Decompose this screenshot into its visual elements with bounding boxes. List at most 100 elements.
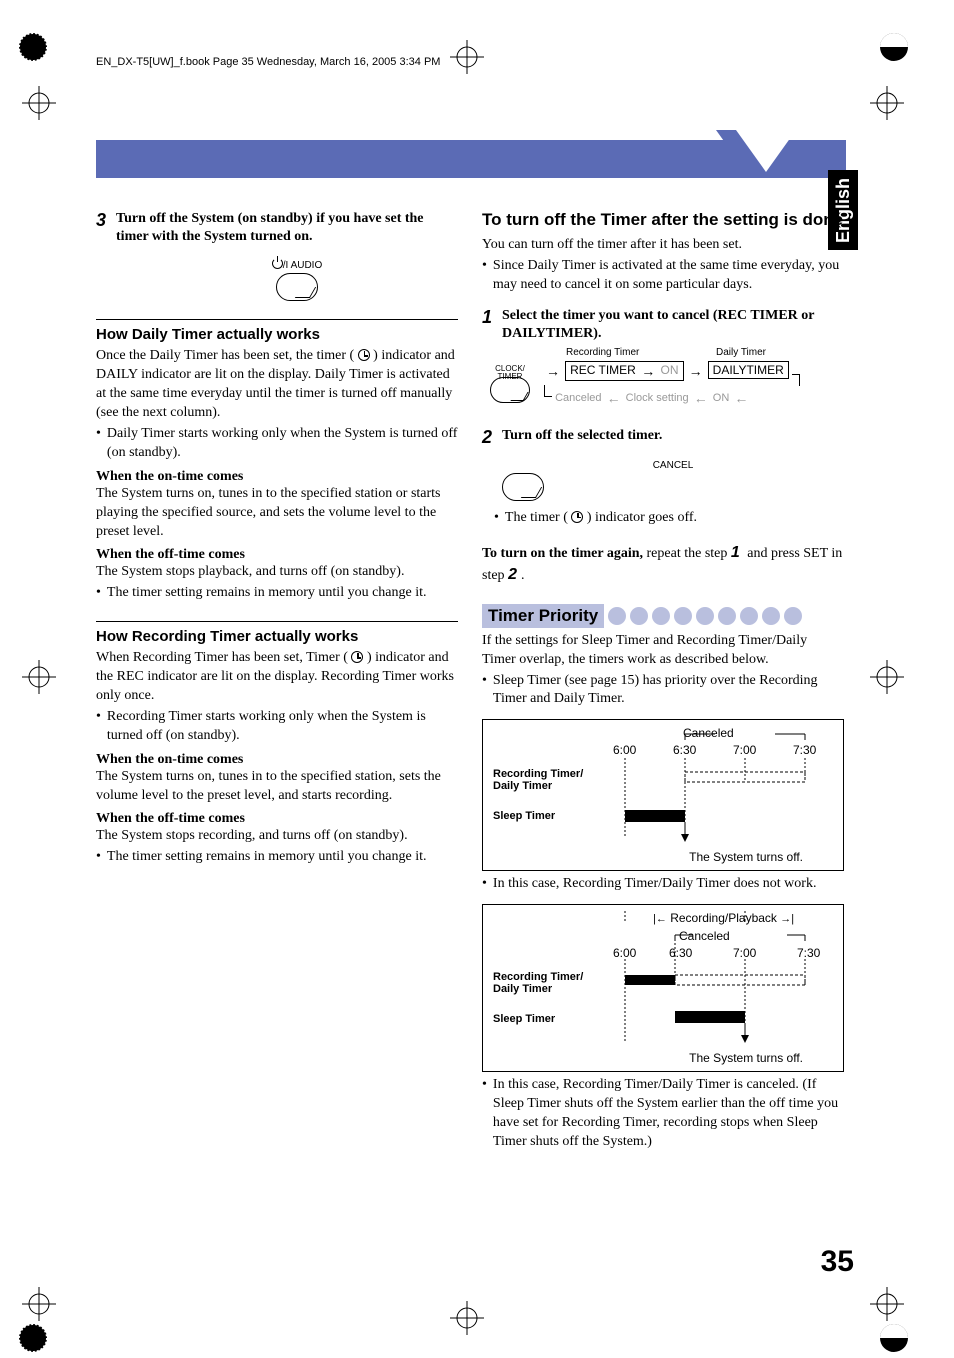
svg-text:6:30: 6:30 xyxy=(669,946,693,960)
decorative-dot-icon xyxy=(762,607,780,625)
decorative-dot-icon xyxy=(696,607,714,625)
decorative-dot-icon xyxy=(718,607,736,625)
cropmark-icon xyxy=(450,40,484,74)
heading-timer-priority: Timer Priority xyxy=(482,604,604,628)
flow-label: Daily Timer xyxy=(716,347,766,358)
subheading: When the on-time comes xyxy=(96,752,458,768)
timeline-diagram-2: |← Recording/Playback →| Canceled Record… xyxy=(482,904,844,1072)
svg-text:7:30: 7:30 xyxy=(793,743,817,757)
svg-text:7:00: 7:00 xyxy=(733,946,757,960)
subheading: When the off-time comes xyxy=(96,811,458,827)
cropmark-icon xyxy=(870,660,904,694)
step-1: 1 Select the timer you want to cancel (R… xyxy=(482,307,844,343)
header-triangle-icon xyxy=(736,130,796,172)
flow-text: ON xyxy=(713,392,730,404)
header-bar xyxy=(96,140,846,178)
bullet-item: The timer setting remains in memory unti… xyxy=(96,848,458,867)
arrow-icon: ← xyxy=(734,390,748,406)
clock-icon xyxy=(358,349,370,361)
left-column: 3 Turn off the System (on standby) if yo… xyxy=(96,210,458,1152)
body-text: The System stops playback, and turns off… xyxy=(96,563,458,582)
body-text: If the settings for Sleep Timer and Reco… xyxy=(482,632,844,670)
bullet-item: The timer setting remains in memory unti… xyxy=(96,584,458,603)
timeline-chart-icon: 6:00 6:30 7:00 7:30 xyxy=(613,726,843,846)
flow-text: Clock setting xyxy=(626,392,689,404)
flow-text: Canceled xyxy=(555,392,601,404)
right-column: To turn off the Timer after the setting … xyxy=(482,210,844,1152)
cropmark-icon xyxy=(22,86,56,120)
button-shape-icon xyxy=(490,377,530,403)
decorative-dot-icon xyxy=(740,607,758,625)
svg-text:7:30: 7:30 xyxy=(797,946,821,960)
decorative-dot-icon xyxy=(652,607,670,625)
section-heading-timer-priority: Timer Priority xyxy=(482,604,844,628)
svg-text:6:30: 6:30 xyxy=(673,743,697,757)
audio-button-illustration: /I AUDIO xyxy=(136,258,458,301)
body-text: When Recording Timer has been set, Timer… xyxy=(96,649,458,706)
arrow-icon: ← xyxy=(607,390,621,406)
decorative-dot-icon xyxy=(674,607,692,625)
cancel-button-illustration: CANCEL xyxy=(502,460,844,501)
body-text: You can turn off the timer after it has … xyxy=(482,236,844,255)
register-mark-icon xyxy=(18,32,48,62)
step-3: 3 Turn off the System (on standby) if yo… xyxy=(96,210,458,246)
decorative-dot-icon xyxy=(630,607,648,625)
heading-turn-off-timer: To turn off the Timer after the setting … xyxy=(482,210,844,230)
step-number: 2 xyxy=(482,427,492,448)
audio-button-label: AUDIO xyxy=(291,260,323,271)
page-number: 35 xyxy=(821,1245,854,1279)
arrow-icon: → xyxy=(689,363,703,379)
timeline-caption: The System turns off. xyxy=(689,850,803,864)
timeline-row-label: Sleep Timer xyxy=(493,1013,555,1025)
cropmark-icon xyxy=(22,660,56,694)
timer-flow-diagram: CLOCK/ TIMER Recording Timer Daily Timer… xyxy=(490,351,844,415)
clock-icon xyxy=(351,651,363,663)
timeline-diagram-1: Canceled Recording Timer/ Daily Timer Sl… xyxy=(482,719,844,871)
heading-daily-timer: How Daily Timer actually works xyxy=(96,326,458,343)
timeline-row-label: Recording Timer/ Daily Timer xyxy=(493,971,583,995)
subheading: When the off-time comes xyxy=(96,547,458,563)
button-shape-icon xyxy=(502,473,544,501)
body-text: The System turns on, tunes in to the spe… xyxy=(96,485,458,542)
body-text: To turn on the timer again, repeat the s… xyxy=(482,542,844,586)
step-text: Turn off the System (on standby) if you … xyxy=(116,210,458,246)
flow-label: Recording Timer xyxy=(566,347,639,358)
bullet-item: Sleep Timer (see page 15) has priority o… xyxy=(482,672,844,710)
step-2: 2 Turn off the selected timer. xyxy=(482,427,844,448)
decorative-dot-icon xyxy=(608,607,626,625)
cropmark-icon xyxy=(450,1301,484,1335)
arrow-icon: → xyxy=(546,363,560,379)
body-text: The System turns on, tunes in to the spe… xyxy=(96,768,458,806)
bullet-item: In this case, Recording Timer/Daily Time… xyxy=(482,1076,844,1152)
body-text: Once the Daily Timer has been set, the t… xyxy=(96,347,458,423)
decorative-dot-icon xyxy=(784,607,802,625)
separator xyxy=(96,319,458,320)
step-number: 3 xyxy=(96,210,106,231)
heading-recording-timer: How Recording Timer actually works xyxy=(96,628,458,645)
separator xyxy=(96,621,458,622)
cropmark-icon xyxy=(870,1287,904,1321)
button-shape-icon xyxy=(276,273,318,301)
timeline-caption: The System turns off. xyxy=(689,1051,803,1065)
body-text: The System stops recording, and turns of… xyxy=(96,827,458,846)
register-mark-icon xyxy=(18,1323,48,1353)
register-mark-icon xyxy=(879,32,909,62)
bullet-item: The timer ( ) indicator goes off. xyxy=(494,509,844,528)
bullet-item: Daily Timer starts working only when the… xyxy=(96,425,458,463)
step-text: Turn off the selected timer. xyxy=(502,427,662,445)
register-mark-icon xyxy=(879,1323,909,1353)
timeline-chart-icon: 6:00 6:30 7:00 7:30 xyxy=(613,911,843,1051)
svg-text:7:00: 7:00 xyxy=(733,743,757,757)
cropmark-icon xyxy=(870,86,904,120)
arrow-icon: ← xyxy=(694,390,708,406)
cropmark-icon xyxy=(22,1287,56,1321)
subheading: When the on-time comes xyxy=(96,469,458,485)
clock-icon xyxy=(571,511,583,523)
svg-text:6:00: 6:00 xyxy=(613,743,637,757)
flow-box: DAILYTIMER xyxy=(708,361,789,379)
cancel-button-label: CANCEL xyxy=(502,460,844,471)
flow-box: REC TIMER → ON xyxy=(565,361,683,381)
header-filepath: EN_DX-T5[UW]_f.book Page 35 Wednesday, M… xyxy=(96,56,440,68)
svg-text:6:00: 6:00 xyxy=(613,946,637,960)
bullet-item: Recording Timer starts working only when… xyxy=(96,708,458,746)
